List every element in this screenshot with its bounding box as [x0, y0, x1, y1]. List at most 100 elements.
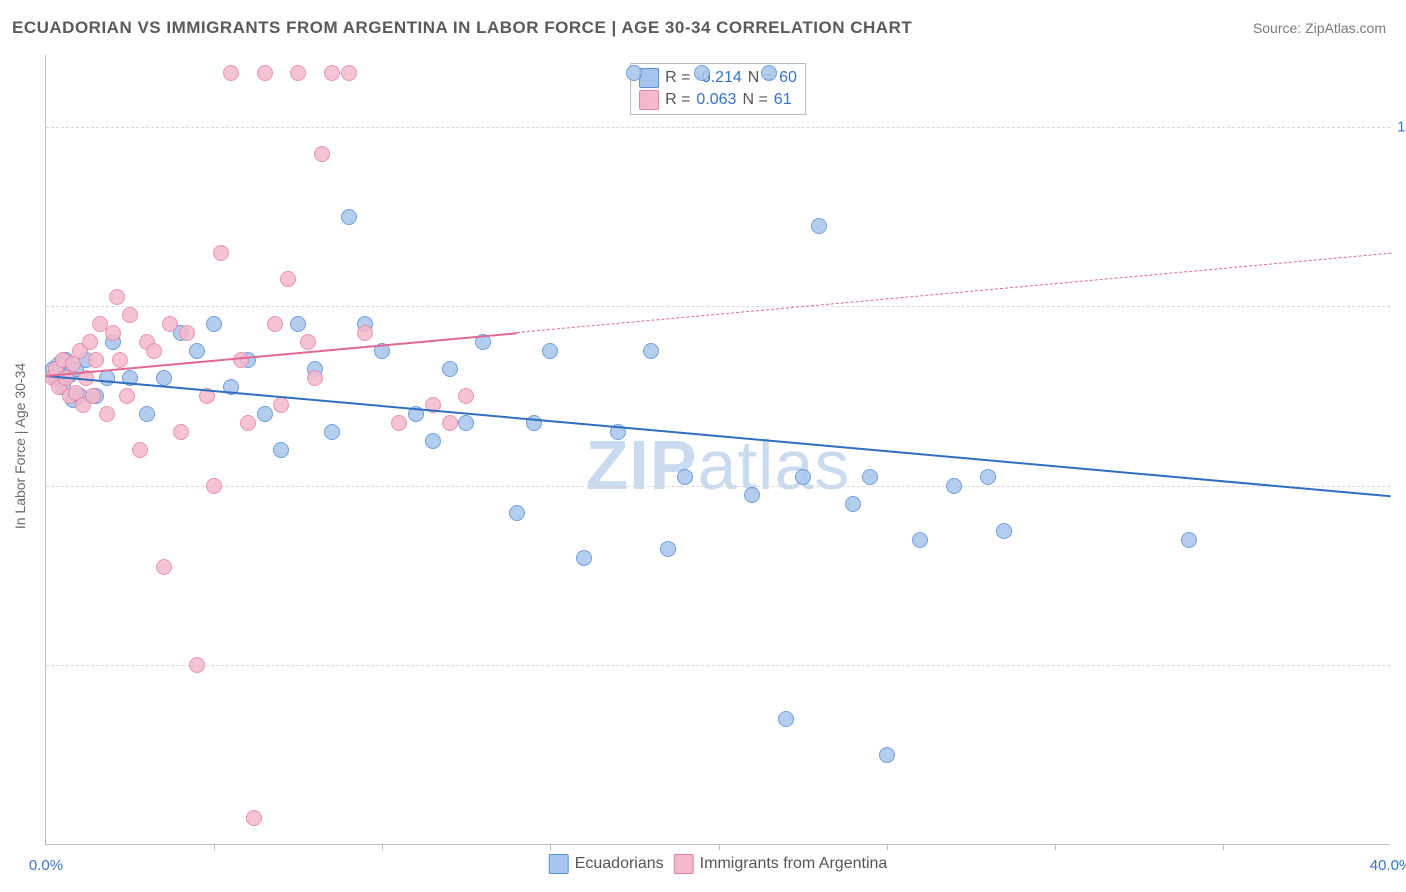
scatter-point-argentina — [85, 388, 101, 404]
scatter-point-argentina — [307, 370, 323, 386]
scatter-point-ecuadorians — [324, 424, 340, 440]
scatter-point-argentina — [109, 289, 125, 305]
scatter-point-argentina — [267, 316, 283, 332]
scatter-point-argentina — [112, 352, 128, 368]
scatter-point-argentina — [442, 415, 458, 431]
scatter-point-ecuadorians — [542, 343, 558, 359]
scatter-point-ecuadorians — [206, 316, 222, 332]
scatter-point-ecuadorians — [912, 532, 928, 548]
scatter-point-ecuadorians — [576, 550, 592, 566]
legend-row-argentina: R = 0.063 N = 61 — [639, 90, 797, 110]
scatter-point-argentina — [391, 415, 407, 431]
correlation-legend: R = -0.214 N = 60 R = 0.063 N = 61 — [630, 63, 806, 115]
gridline-y — [46, 127, 1390, 128]
scatter-point-argentina — [280, 271, 296, 287]
scatter-point-ecuadorians — [189, 343, 205, 359]
scatter-point-argentina — [357, 325, 373, 341]
source-prefix: Source: — [1253, 20, 1305, 36]
scatter-point-argentina — [290, 65, 306, 81]
scatter-point-argentina — [240, 415, 256, 431]
scatter-point-ecuadorians — [862, 469, 878, 485]
scatter-point-ecuadorians — [778, 711, 794, 727]
scatter-point-argentina — [119, 388, 135, 404]
legend-n-value-0: 60 — [779, 69, 797, 87]
watermark-zip: ZIP — [586, 426, 698, 504]
plot-area: ZIPatlas R = -0.214 N = 60 R = 0.063 N =… — [45, 55, 1390, 845]
scatter-point-ecuadorians — [425, 433, 441, 449]
x-tick-label: 0.0% — [29, 857, 63, 874]
scatter-point-ecuadorians — [458, 415, 474, 431]
scatter-point-argentina — [223, 65, 239, 81]
scatter-point-ecuadorians — [290, 316, 306, 332]
trend-line — [46, 375, 1391, 497]
scatter-point-argentina — [233, 352, 249, 368]
scatter-point-ecuadorians — [677, 469, 693, 485]
x-tick-mark — [1055, 844, 1056, 850]
scatter-point-ecuadorians — [257, 406, 273, 422]
chart-source: Source: ZipAtlas.com — [1253, 20, 1386, 36]
scatter-point-ecuadorians — [744, 487, 760, 503]
scatter-point-argentina — [300, 334, 316, 350]
scatter-point-ecuadorians — [996, 523, 1012, 539]
scatter-point-argentina — [99, 406, 115, 422]
scatter-point-ecuadorians — [509, 505, 525, 521]
y-axis-title: In Labor Force | Age 30-34 — [12, 363, 28, 529]
legend-label-0: Ecuadorians — [575, 855, 664, 873]
legend-item-argentina: Immigrants from Argentina — [674, 854, 888, 874]
x-tick-mark — [550, 844, 551, 850]
watermark-atlas: atlas — [698, 426, 851, 504]
legend-r-label: R = — [665, 69, 690, 87]
scatter-point-argentina — [88, 352, 104, 368]
gridline-y — [46, 486, 1390, 487]
scatter-point-argentina — [324, 65, 340, 81]
scatter-point-argentina — [82, 334, 98, 350]
scatter-point-argentina — [179, 325, 195, 341]
scatter-point-ecuadorians — [139, 406, 155, 422]
gridline-y — [46, 665, 1390, 666]
scatter-point-ecuadorians — [946, 478, 962, 494]
scatter-point-ecuadorians — [99, 370, 115, 386]
legend-r-value-1: 0.063 — [696, 91, 736, 109]
chart-title: ECUADORIAN VS IMMIGRANTS FROM ARGENTINA … — [12, 18, 912, 38]
scatter-point-argentina — [105, 325, 121, 341]
correlation-chart: ECUADORIAN VS IMMIGRANTS FROM ARGENTINA … — [0, 0, 1406, 892]
scatter-point-argentina — [156, 559, 172, 575]
watermark: ZIPatlas — [586, 425, 851, 505]
scatter-point-ecuadorians — [156, 370, 172, 386]
scatter-point-ecuadorians — [694, 65, 710, 81]
legend-label-1: Immigrants from Argentina — [700, 855, 888, 873]
source-name: ZipAtlas.com — [1305, 20, 1386, 36]
scatter-point-ecuadorians — [845, 496, 861, 512]
scatter-point-argentina — [132, 442, 148, 458]
scatter-point-ecuadorians — [811, 218, 827, 234]
x-tick-mark — [382, 844, 383, 850]
scatter-point-ecuadorians — [660, 541, 676, 557]
scatter-point-ecuadorians — [795, 469, 811, 485]
scatter-point-ecuadorians — [643, 343, 659, 359]
legend-r-label: R = — [665, 91, 690, 109]
swatch-argentina — [639, 90, 659, 110]
scatter-point-argentina — [246, 810, 262, 826]
scatter-point-argentina — [341, 65, 357, 81]
x-tick-label: 40.0% — [1370, 857, 1406, 874]
scatter-point-ecuadorians — [879, 747, 895, 763]
legend-n-label: N = — [742, 91, 767, 109]
scatter-point-ecuadorians — [980, 469, 996, 485]
scatter-point-argentina — [458, 388, 474, 404]
x-tick-mark — [1223, 844, 1224, 850]
swatch-ecuadorians — [549, 854, 569, 874]
x-tick-mark — [719, 844, 720, 850]
scatter-point-argentina — [146, 343, 162, 359]
scatter-point-ecuadorians — [341, 209, 357, 225]
swatch-argentina — [674, 854, 694, 874]
legend-item-ecuadorians: Ecuadorians — [549, 854, 664, 874]
scatter-point-argentina — [122, 307, 138, 323]
scatter-point-argentina — [314, 146, 330, 162]
legend-n-value-1: 61 — [774, 91, 792, 109]
trend-line — [517, 252, 1391, 332]
x-tick-mark — [887, 844, 888, 850]
scatter-point-argentina — [206, 478, 222, 494]
scatter-point-argentina — [162, 316, 178, 332]
scatter-point-ecuadorians — [273, 442, 289, 458]
scatter-point-argentina — [189, 657, 205, 673]
